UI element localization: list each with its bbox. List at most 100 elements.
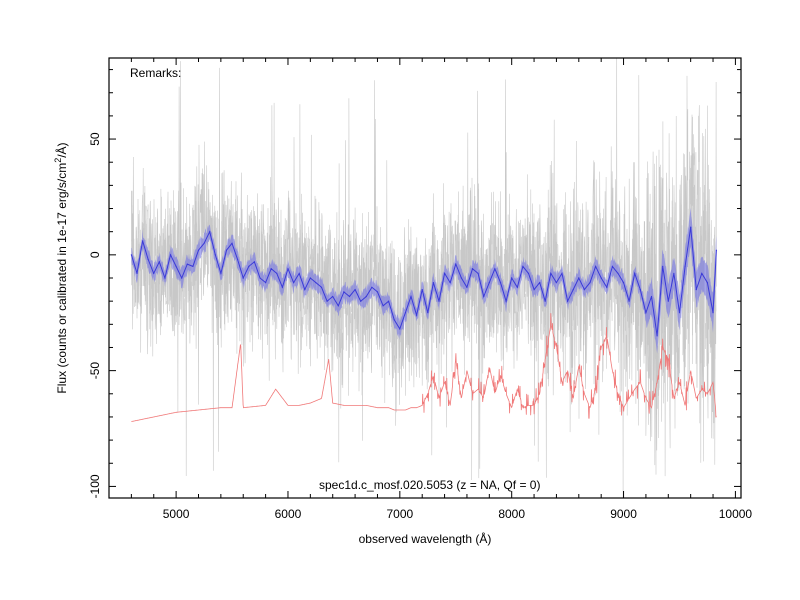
- smoothed-flux-point: [561, 272, 563, 274]
- smoothed-flux-point: [164, 277, 166, 279]
- smoothed-flux-point: [567, 300, 569, 302]
- smoothed-flux-point: [287, 268, 289, 270]
- smoothed-flux-point: [701, 272, 703, 274]
- smoothed-flux-point: [527, 272, 530, 274]
- smoothed-flux-point: [438, 300, 440, 302]
- smoothed-flux-point: [175, 265, 177, 267]
- smoothed-flux-point: [304, 289, 306, 291]
- smoothed-flux-point: [136, 272, 138, 274]
- smoothed-flux-point: [673, 272, 675, 274]
- smoothed-flux-point: [715, 249, 718, 251]
- smoothed-flux-point: [488, 282, 490, 284]
- smoothed-flux-point: [477, 272, 479, 274]
- smoothed-flux-point: [343, 291, 345, 293]
- x-tick-label: 9000: [610, 507, 637, 521]
- smoothed-flux-point: [533, 289, 535, 291]
- smoothed-flux-point: [516, 286, 518, 288]
- smoothed-flux-point: [606, 286, 608, 288]
- smoothed-flux-point: [466, 286, 468, 288]
- y-tick-label: -100: [88, 474, 102, 498]
- remarks-label: Remarks:: [130, 66, 181, 80]
- x-tick-label: 10000: [719, 507, 753, 521]
- smoothed-flux-point: [270, 268, 272, 270]
- smoothed-flux-point: [684, 265, 686, 267]
- x-tick-label: 8000: [498, 507, 525, 521]
- smoothed-flux-point: [511, 277, 513, 279]
- smoothed-flux-point: [471, 268, 474, 270]
- smoothed-flux-point: [393, 319, 395, 321]
- smoothed-flux-point: [583, 289, 586, 291]
- smoothed-flux-point: [706, 282, 709, 284]
- smoothed-flux-point: [544, 300, 546, 302]
- y-axis-label-main: Flux (counts or calibrated in 1e-17 erg/…: [55, 163, 69, 394]
- axis-ticks: [108, 58, 741, 498]
- x-axis-label: observed wavelength (Å): [359, 531, 492, 546]
- smoothed-flux-point: [376, 291, 379, 293]
- smoothed-flux-point: [617, 272, 619, 274]
- smoothed-flux-point: [337, 305, 339, 307]
- smoothed-flux-point: [432, 282, 434, 284]
- smoothed-flux-point: [147, 258, 149, 261]
- smoothed-flux-point: [186, 263, 188, 265]
- smoothed-flux-point: [505, 300, 507, 302]
- error-band: [131, 207, 717, 354]
- smoothed-flux-point: [130, 254, 132, 256]
- smoothed-flux-point: [639, 289, 641, 291]
- smoothed-flux-point: [667, 300, 669, 302]
- x-tick-label: 6000: [275, 507, 302, 521]
- smoothed-flux-point: [360, 300, 362, 302]
- smoothed-flux-point: [572, 289, 574, 291]
- smoothed-flux-point: [555, 282, 558, 284]
- smoothed-flux-point: [326, 300, 328, 302]
- smoothed-flux-point: [611, 265, 614, 267]
- smoothed-flux-point: [499, 282, 502, 284]
- y-tick-label: -50: [88, 362, 102, 380]
- smoothed-flux-point: [298, 272, 300, 274]
- smoothed-flux-point: [444, 272, 446, 274]
- smoothed-flux-point: [539, 282, 541, 284]
- smoothed-flux-point: [494, 268, 496, 270]
- smoothed-flux-point: [276, 272, 278, 274]
- smoothed-flux-point: [589, 282, 591, 284]
- smoothed-flux-point: [449, 282, 451, 284]
- sky-line: [131, 313, 717, 422]
- smoothed-flux-point: [427, 312, 429, 314]
- plot-area: [130, 58, 718, 498]
- smoothed-flux-point: [628, 300, 630, 302]
- smoothed-flux-point: [695, 289, 697, 291]
- smoothed-flux-point: [231, 242, 233, 244]
- smoothed-flux-point: [209, 231, 211, 233]
- smoothed-flux-point: [690, 226, 692, 228]
- smoothed-flux-point: [371, 286, 373, 288]
- smoothed-flux-point: [348, 295, 351, 298]
- smoothed-flux-point: [404, 312, 406, 314]
- y-axis-label: Flux (counts or calibrated in 1e-17 erg/…: [53, 142, 69, 393]
- smoothed-flux-point: [158, 261, 160, 263]
- smoothed-flux-point: [550, 272, 552, 274]
- x-tick-label: 5000: [163, 507, 190, 521]
- smoothed-flux-series: [130, 226, 718, 337]
- smoothed-flux-point: [634, 272, 636, 274]
- smoothed-flux-line: [130, 227, 717, 336]
- y-axis-label-superscript: 2: [53, 158, 63, 163]
- smoothed-flux-point: [460, 277, 462, 279]
- smoothed-flux-point: [309, 277, 311, 279]
- smoothed-flux-point: [142, 240, 144, 242]
- smoothed-flux-point: [522, 265, 524, 267]
- smoothed-flux-point: [253, 261, 255, 263]
- smoothed-flux-point: [192, 265, 194, 267]
- smoothed-flux-point: [455, 263, 457, 265]
- smoothed-flux-point: [153, 272, 155, 274]
- smoothed-flux-point: [354, 289, 356, 291]
- smoothed-flux-point: [578, 277, 580, 279]
- x-tick-labels: 5000 6000 7000 8000 9000 10000: [163, 507, 753, 521]
- x-tick-label: 7000: [386, 507, 413, 521]
- smoothed-flux-point: [248, 265, 250, 267]
- smoothed-flux-point: [388, 300, 390, 302]
- y-axis-label-unit: /Å): [54, 142, 69, 157]
- smoothed-flux-point: [265, 282, 267, 284]
- smoothed-flux-point: [197, 249, 200, 251]
- smoothed-flux-point: [678, 312, 681, 314]
- smoothed-flux-point: [483, 295, 485, 298]
